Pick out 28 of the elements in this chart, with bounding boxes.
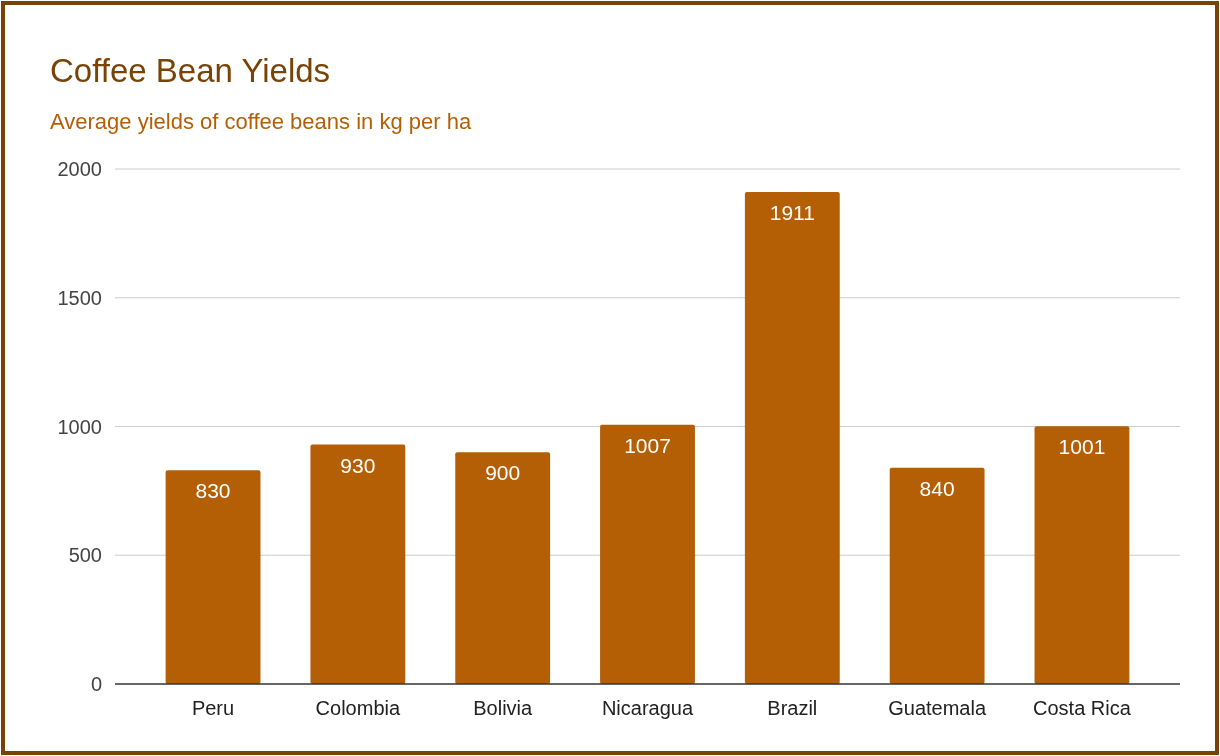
x-tick-label: Brazil: [767, 697, 818, 719]
bar: [1034, 426, 1130, 684]
data-label: 900: [485, 461, 521, 485]
bar: [455, 452, 551, 684]
x-tick-label: Peru: [191, 697, 235, 719]
data-label: 1911: [769, 200, 815, 224]
x-tick-label: Costa Rica: [1033, 697, 1132, 719]
bar: [889, 467, 985, 684]
bar: [600, 424, 695, 684]
x-tick-label: Bolivia: [473, 697, 534, 719]
bar: [165, 470, 261, 684]
y-tick-label: 1000: [57, 415, 102, 438]
data-label: 1001: [1058, 435, 1106, 459]
data-label: 840: [919, 476, 955, 500]
y-tick-label: 1500: [57, 286, 102, 309]
chart-title: Coffee Bean Yields: [50, 52, 331, 89]
x-tick-label: Guatemala: [888, 697, 987, 719]
data-label: 830: [195, 479, 231, 503]
bar: [744, 191, 840, 684]
data-label: 1007: [624, 433, 671, 457]
y-tick-label: 2000: [57, 158, 102, 180]
bar: [310, 444, 406, 684]
y-tick-label: 500: [68, 544, 102, 567]
chart-subtitle: Average yields of coffee beans in kg per ha: [50, 109, 472, 134]
x-tick-label: Nicaragua: [601, 697, 694, 719]
x-tick-label: Colombia: [315, 697, 401, 719]
data-label: 930: [340, 453, 376, 477]
y-tick-label: 0: [90, 673, 102, 695]
